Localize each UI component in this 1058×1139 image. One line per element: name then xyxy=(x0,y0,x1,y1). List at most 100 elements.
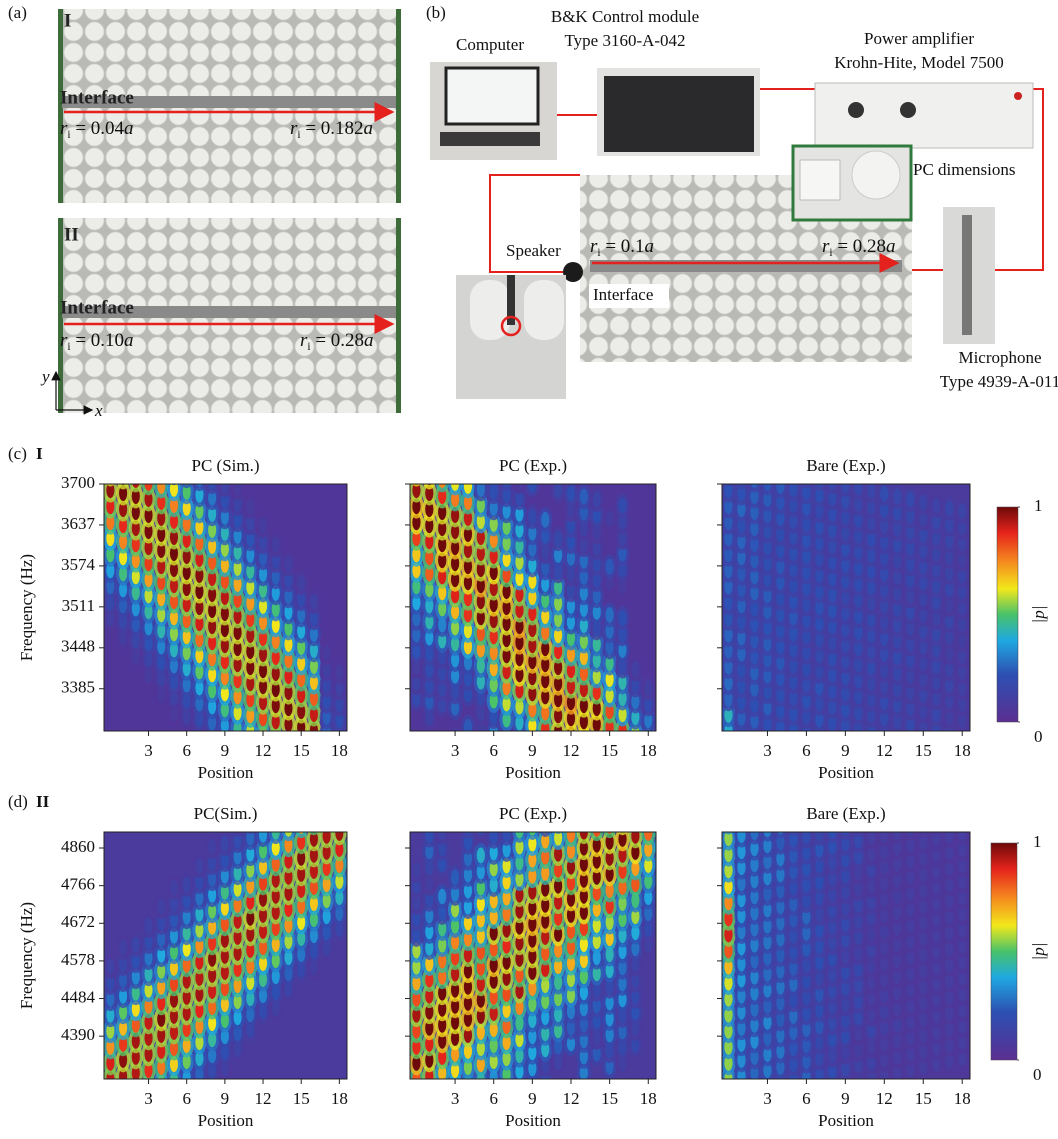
heatmap-halo xyxy=(294,813,308,838)
heatmap-lobe xyxy=(657,812,665,828)
radius-label: ri = 0.1a xyxy=(590,236,654,258)
heatmap-lobe xyxy=(438,1081,446,1097)
heatmap-lobe xyxy=(490,773,498,789)
heatmap-lobe xyxy=(335,793,343,809)
heatmap-halo xyxy=(345,759,359,784)
heatmap-halo xyxy=(641,756,655,781)
heatmap-lobe xyxy=(490,468,498,484)
value: = 0.182 xyxy=(301,118,364,139)
heatmap-lobe xyxy=(502,744,510,760)
heatmap-lobe xyxy=(323,645,331,661)
heatmap-lobe xyxy=(776,767,784,783)
heatmap-lobe xyxy=(945,757,953,773)
unit: a xyxy=(645,236,655,257)
heatmap-lobe xyxy=(971,699,979,715)
chart-title: PC (Exp.) xyxy=(499,456,567,475)
heatmap-halo xyxy=(435,1093,449,1118)
heatmap-lobe xyxy=(272,537,280,553)
heatmap-halo xyxy=(474,1084,488,1109)
heatmap-lobe xyxy=(644,760,652,776)
interface-label: Interface xyxy=(60,87,134,108)
heatmap-lobe xyxy=(958,776,966,792)
device-label: Speaker xyxy=(506,241,561,260)
heatmap-lobe xyxy=(776,1091,784,1107)
heatmap-lobe xyxy=(971,822,979,838)
heatmap-lobe xyxy=(789,799,797,815)
heatmap-lobe xyxy=(906,749,914,765)
device-label: PC dimensions xyxy=(913,160,1016,179)
heatmap-halo xyxy=(615,762,629,787)
panel-label: (d) xyxy=(8,792,28,811)
heatmap-lobe xyxy=(451,789,459,805)
heatmap-lobe xyxy=(828,1079,836,1095)
heatmap-lobe xyxy=(657,742,665,758)
heatmap-lobe xyxy=(425,827,433,843)
heatmap-lobe xyxy=(348,715,356,731)
heatmap-lobe xyxy=(348,886,356,902)
heatmap-lobe xyxy=(310,771,318,787)
heatmap-lobe xyxy=(750,456,758,472)
setup-photos xyxy=(430,62,1043,399)
heatmap-lobe xyxy=(438,792,446,808)
heatmap-lobe xyxy=(477,754,485,770)
heatmap-halo xyxy=(167,1084,181,1109)
heatmap-lobe xyxy=(945,501,953,517)
heatmap-lobe xyxy=(580,794,588,810)
heatmap-lobe xyxy=(763,821,771,837)
heatmap-lobe xyxy=(945,796,953,812)
heatmap-lobe xyxy=(310,799,318,815)
heatmap-lobe xyxy=(657,790,665,806)
heatmap-lobe xyxy=(971,1015,979,1031)
heatmap-halo xyxy=(955,804,969,829)
device-label: Computer xyxy=(456,35,524,54)
heatmap-halo xyxy=(422,1080,436,1105)
heatmap-halo xyxy=(641,805,655,830)
heatmap-halo xyxy=(890,789,904,814)
heatmap-halo xyxy=(256,786,270,811)
heatmap-halo xyxy=(747,1093,761,1118)
heatmap-lobe xyxy=(323,828,331,844)
heatmap-lobe xyxy=(841,782,849,798)
value: = 0.28 xyxy=(833,236,886,257)
heatmap-lobe xyxy=(272,776,280,792)
heatmap-lobe xyxy=(724,1087,732,1103)
heatmap-lobe xyxy=(971,918,979,934)
heatmap-lobe xyxy=(606,770,614,786)
heatmap-halo xyxy=(641,804,655,829)
heatmap-halo xyxy=(916,779,930,804)
heatmap-halo xyxy=(955,788,969,813)
heatmap-halo xyxy=(786,733,800,758)
interface-label: Interface xyxy=(60,297,134,318)
heatmap-halo xyxy=(955,772,969,797)
x-tick-label: 3 xyxy=(763,1089,772,1108)
heatmap-lobe xyxy=(438,1097,446,1113)
heatmap-halo xyxy=(603,781,617,806)
heatmap-lobe xyxy=(348,774,356,790)
heatmap-lobe xyxy=(541,737,549,753)
heatmap-halo xyxy=(916,797,930,822)
heatmap-lobe xyxy=(919,495,927,511)
heatmap-lobe xyxy=(284,749,292,765)
heatmap-lobe xyxy=(593,821,601,837)
y-tick-label: 4484 xyxy=(61,987,96,1006)
heatmap-lobe xyxy=(119,469,127,485)
heatmap-lobe xyxy=(971,651,979,667)
heatmap-lobe xyxy=(106,466,114,482)
heatmap-lobe xyxy=(221,836,229,852)
heatmap-lobe xyxy=(606,607,614,623)
heatmap-lobe xyxy=(144,459,152,475)
colorbar-tick-label: 1 xyxy=(1034,496,1043,515)
heatmap-lobe xyxy=(841,477,849,493)
heatmap-lobe xyxy=(425,742,433,758)
heatmap-lobe xyxy=(323,773,331,789)
heatmap-halo xyxy=(435,452,449,477)
heatmap-lobe xyxy=(932,771,940,787)
heatmap-lobe xyxy=(348,699,356,715)
heatmap-lobe xyxy=(477,799,485,815)
x-tick-label: 9 xyxy=(528,1089,537,1108)
heatmap-halo xyxy=(448,760,462,785)
heatmap-lobe xyxy=(567,811,575,827)
heatmap-halo xyxy=(281,784,295,809)
heatmap-lobe xyxy=(157,899,165,915)
heatmap-halo xyxy=(628,759,642,784)
